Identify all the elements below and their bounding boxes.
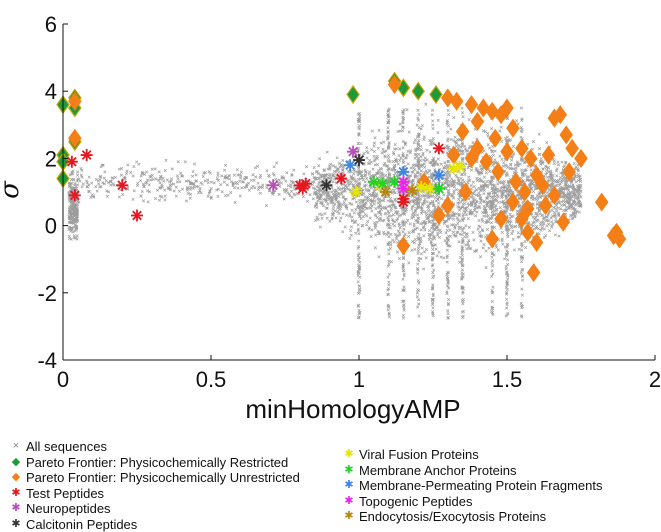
asterisk-marker <box>335 173 347 185</box>
asterisk-marker <box>267 179 279 191</box>
diamond-marker <box>507 120 519 137</box>
legend-label: Calcitonin Peptides <box>26 517 137 532</box>
legend-item: ✱Test Peptides <box>8 486 300 502</box>
legend-label: Membrane Anchor Proteins <box>359 463 517 479</box>
legend-item: ✱Neuropeptides <box>8 501 300 517</box>
series-pareto-frontier-physicochemically-restricted <box>57 73 442 187</box>
asterisk-marker <box>454 161 466 173</box>
y-tick-label: 4 <box>45 79 57 104</box>
legend-marker-icon: ◆ <box>8 470 24 486</box>
diamond-marker <box>397 237 409 254</box>
x-tick-label: 2 <box>649 367 661 392</box>
asterisk-marker <box>300 178 312 190</box>
diamond-marker <box>560 126 572 143</box>
legend-left: ×All sequences◆Pareto Frontier: Physicoc… <box>8 439 300 532</box>
asterisk-marker <box>69 189 81 201</box>
asterisk-marker <box>368 176 380 188</box>
diamond-marker <box>412 83 424 100</box>
scatter-chart: 0 0.5 1 1.5 2 -4 -2 0 2 4 6 minHomologyAMP σ <box>0 0 661 440</box>
y-axis-label: σ <box>0 180 25 199</box>
diamond-marker <box>596 194 608 211</box>
y-tick-label: -4 <box>37 348 57 373</box>
asterisk-marker <box>433 142 445 154</box>
legend-item: ✱Endocytosis/Exocytosis Proteins <box>341 509 603 525</box>
legend-label: All sequences <box>26 439 107 455</box>
diamond-marker <box>430 86 442 103</box>
asterisk-marker <box>380 186 392 198</box>
asterisk-marker <box>116 179 128 191</box>
legend-label: Neuropeptides <box>26 501 111 517</box>
all-sequences-cloud <box>68 103 583 320</box>
diamond-marker <box>566 140 578 157</box>
y-tick-label: 0 <box>45 214 57 239</box>
legend-item: ◆Pareto Frontier: Physicochemically Rest… <box>8 455 300 471</box>
legend-marker-icon: × <box>8 439 24 455</box>
legend-right: ✱Viral Fusion Proteins✱Membrane Anchor P… <box>341 447 603 525</box>
asterisk-marker <box>433 169 445 181</box>
asterisk-marker <box>344 159 356 171</box>
x-tick-label: 0.5 <box>196 367 227 392</box>
legend-item: ✱Membrane Anchor Proteins <box>341 463 603 479</box>
x-tick-label: 0 <box>57 367 69 392</box>
legend-marker-icon: ◆ <box>8 455 24 471</box>
y-tick-label: -2 <box>37 281 57 306</box>
asterisk-marker <box>433 183 445 195</box>
legend-label: Viral Fusion Proteins <box>359 447 479 463</box>
legend-label: Pareto Frontier: Physicochemically Restr… <box>26 455 288 471</box>
legend-item: ×All sequences <box>8 439 300 455</box>
legend-marker-icon: ✱ <box>8 501 24 517</box>
diamond-marker <box>347 86 359 103</box>
asterisk-marker <box>66 156 78 168</box>
asterisk-marker <box>81 149 93 161</box>
legend-item: ✱Viral Fusion Proteins <box>341 447 603 463</box>
asterisk-marker <box>397 183 409 195</box>
asterisk-marker <box>350 186 362 198</box>
legend-item: ◆Pareto Frontier: Physicochemically Unre… <box>8 470 300 486</box>
diamond-marker <box>465 96 477 113</box>
legend-item: ✱Topogenic Peptides <box>341 494 603 510</box>
diamond-marker <box>516 140 528 157</box>
all-sequences-points <box>68 103 583 320</box>
x-tick-label: 1.5 <box>492 367 523 392</box>
legend-label: Membrane-Permeating Protein Fragments <box>359 478 603 494</box>
legend-marker-icon: ✱ <box>8 486 24 502</box>
asterisk-marker <box>131 210 143 222</box>
legend-marker-icon: ✱ <box>341 509 357 525</box>
diamond-marker <box>457 123 469 140</box>
y-tick-label: 6 <box>45 12 57 37</box>
asterisk-marker <box>397 196 409 208</box>
legend-label: Endocytosis/Exocytosis Proteins <box>359 509 546 525</box>
asterisk-marker <box>406 184 418 196</box>
diamond-marker <box>471 113 483 130</box>
legend-label: Test Peptides <box>26 486 104 502</box>
x-axis-label: minHomologyAMP <box>245 394 460 424</box>
asterisk-marker <box>347 146 359 158</box>
legend-marker-icon: ✱ <box>341 463 357 479</box>
legend-label: Topogenic Peptides <box>359 494 472 510</box>
x-tick-label: 1 <box>353 367 365 392</box>
asterisk-marker <box>320 179 332 191</box>
legend-label: Pareto Frontier: Physicochemically Unres… <box>26 470 300 486</box>
series-topogenic-peptides <box>397 176 409 195</box>
y-tick-label: 2 <box>45 146 57 171</box>
legend-item: ✱Calcitonin Peptides <box>8 517 300 532</box>
diamond-marker <box>489 130 501 147</box>
legend-marker-icon: ✱ <box>341 494 357 510</box>
legend-marker-icon: ✱ <box>341 447 357 463</box>
legend-marker-icon: ✱ <box>341 478 357 494</box>
diamond-marker <box>528 264 540 281</box>
legend-marker-icon: ✱ <box>8 517 24 532</box>
legend-item: ✱Membrane-Permeating Protein Fragments <box>341 478 603 494</box>
